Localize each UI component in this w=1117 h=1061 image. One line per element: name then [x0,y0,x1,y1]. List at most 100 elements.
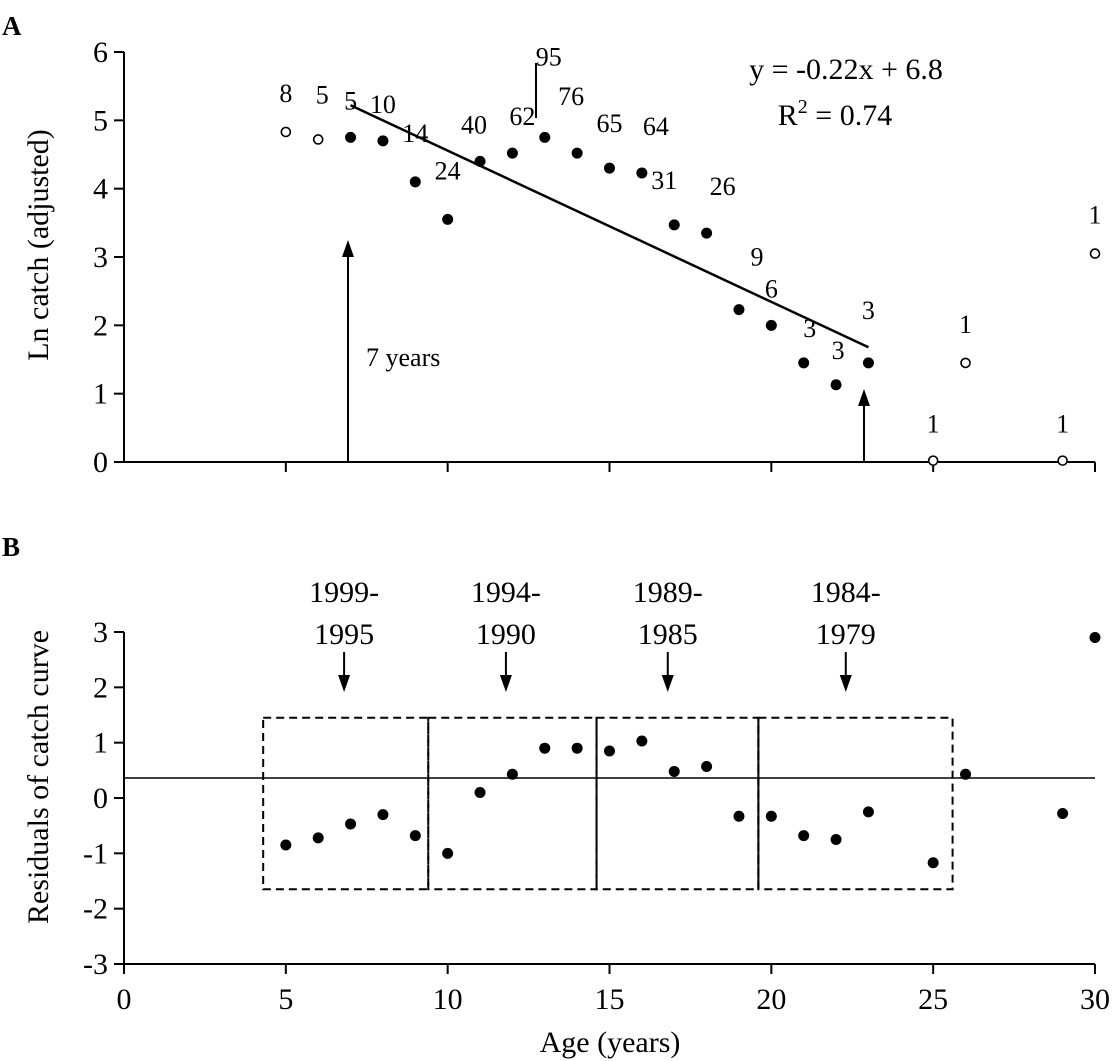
r-squared-value: = 0.74 [808,99,892,132]
period-box [595,716,760,891]
arrow-7-years-label: 7 years [366,343,440,372]
data-point-count-label: 6 [765,274,778,303]
data-point-filled [668,219,680,231]
panel-b-y-tick-label: 2 [93,671,108,704]
residual-point [312,832,324,844]
panel-b-x-tick-label: 15 [595,983,625,1016]
panel-a-y-tick-label: 3 [93,241,108,274]
data-point-open [312,134,324,145]
residual-point [636,735,648,747]
panel-b-points [280,632,1101,869]
period-label-start: 1999- [309,576,379,609]
panel-a-y-tick-label: 5 [93,104,108,137]
panel-b-y-tick-label: -3 [83,948,108,981]
residual-point [506,768,518,780]
panel-b-letter: B [2,532,20,562]
data-point-count-label: 62 [509,102,535,131]
panel-a-y-tick-label: 6 [93,36,108,69]
panel-b-y-tick-label: 1 [93,727,108,760]
period-label-end: 1990 [476,618,536,651]
data-point-filled [636,167,648,179]
data-point-count-label: 24 [435,156,461,185]
residual-point [345,818,357,830]
data-point-count-label: 5 [316,80,329,109]
data-point-count-label: 5 [344,86,357,115]
data-point-filled [539,131,551,143]
data-point-open [960,357,971,369]
period-boxes: 1999- 1995 1994- 1990 1989- 1985 1984- 1979 [262,576,954,891]
panel-a-y-tick-label: 2 [93,309,108,342]
residual-point [798,830,810,842]
data-point-filled [862,357,874,369]
residual-point [960,768,972,780]
data-point-count-label: 3 [862,296,875,325]
data-point-filled [830,379,842,391]
arrow-age-23-head [858,389,870,406]
panel-b-x-tick-label: 0 [117,983,132,1016]
data-point-filled [409,176,421,188]
panel-a-x-tickmarks [284,462,1096,472]
panel-a-points [280,126,1101,466]
panel-b-x-tick-label: 30 [1080,983,1110,1016]
panel-a-ylabel: Ln catch (adjusted) [22,129,55,361]
data-point-open [927,455,939,466]
period-box [427,716,598,891]
panel-b-y-tick-label: 3 [93,616,108,649]
period-arrow-head [499,675,512,692]
data-point-filled [442,213,454,225]
panel-b-x-tick-label: 10 [433,983,463,1016]
regression-line [350,104,869,349]
data-point-open [1057,455,1068,466]
data-point-filled [345,131,357,143]
panel-a-letter: A [2,11,22,41]
data-point-count-label: 64 [643,112,669,141]
residual-point [539,742,551,754]
data-point-count-label: 10 [370,90,396,119]
residual-point [733,810,745,822]
data-point-count-label: 26 [710,172,736,201]
period-label-end: 1995 [314,618,374,651]
panel-b-y-tick-label: -2 [83,893,108,926]
data-point-count-label: 31 [651,166,677,195]
residual-point [862,806,874,818]
data-point-count-label: 1 [927,410,940,439]
r-squared-exponent: 2 [798,96,808,118]
panel-a-y-tick-label: 0 [93,446,108,479]
data-point-filled [571,147,583,159]
residual-point [1089,632,1101,644]
data-point-filled [701,227,713,239]
x-axis-title: Age (years) [540,1026,681,1059]
period-label-start: 1994- [471,576,541,609]
data-point-filled [798,357,810,369]
period-label-end: 1979 [816,618,876,651]
panel-a-regression-group [350,104,869,349]
period-label-end: 1985 [638,618,698,651]
period-arrow-head [661,675,674,692]
panel-b-y-ticks: -3 -2 -1 0 1 2 3 [83,616,124,981]
data-point-count-label: 8 [279,79,292,108]
data-point-count-label: 40 [461,110,487,139]
residual-point [409,830,421,842]
data-point-open [280,126,292,138]
data-point-count-label: 3 [832,336,845,365]
residual-point [474,786,486,798]
residual-point [830,834,842,845]
residual-point [1057,807,1069,819]
residual-point [604,745,615,757]
r-squared: R2 = 0.74 [778,96,892,132]
period-arrow-head [839,675,852,692]
period-label-start: 1984- [811,576,881,609]
residual-point [571,742,583,754]
arrow-7-years-head [342,240,354,257]
panel-b-x-tick-label: 20 [756,983,786,1016]
period-box [262,716,430,891]
panel-b-y-tick-label: -1 [83,837,108,870]
period-label-start: 1989- [633,576,703,609]
data-point-count-label: 1 [959,310,972,339]
residual-point [765,810,777,822]
panel-a-y-tick-label: 1 [93,378,108,411]
data-point-count-label: 9 [750,243,763,272]
residual-point [442,847,454,859]
